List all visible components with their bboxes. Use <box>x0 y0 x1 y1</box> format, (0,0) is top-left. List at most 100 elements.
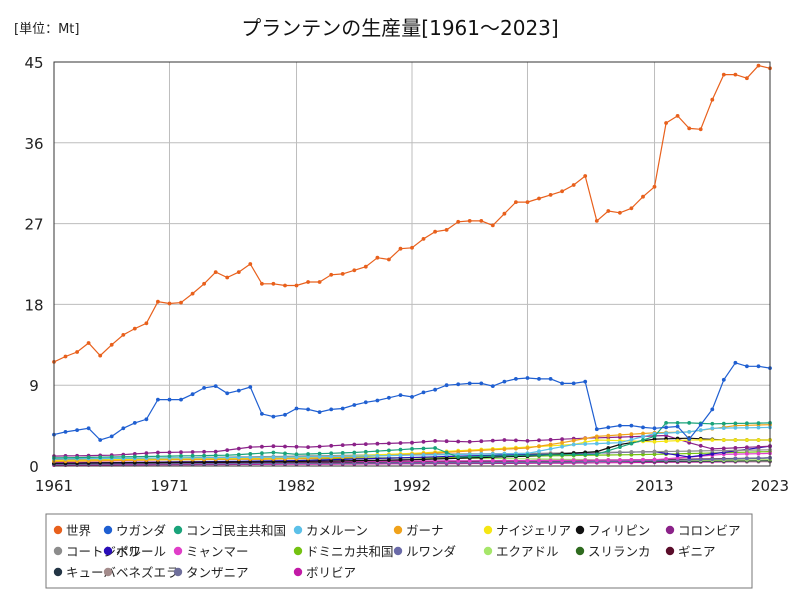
y-tick-45: 45 <box>24 54 43 72</box>
point-3-1985 <box>329 454 334 459</box>
point-7-1995 <box>444 439 449 444</box>
point-0-1976 <box>225 275 230 280</box>
point-9-2018 <box>710 452 715 456</box>
point-7-2016 <box>687 440 692 445</box>
legend-label-8: コートジボワール <box>66 544 166 559</box>
legend-item-12: ルワンダ <box>393 544 456 559</box>
point-0-1979 <box>260 281 264 286</box>
point-12-2021 <box>745 456 749 461</box>
point-2-2004 <box>548 453 553 457</box>
point-2-1993 <box>421 446 426 451</box>
point-7-1988 <box>363 442 368 446</box>
legend-label-18: タンザニア <box>186 565 249 580</box>
point-7-1981 <box>283 444 287 449</box>
point-0-1996 <box>456 219 461 224</box>
point-2-1964 <box>86 455 91 460</box>
point-8-2017 <box>698 449 703 453</box>
point-12-2019 <box>721 457 726 461</box>
point-8-2021 <box>745 448 749 453</box>
point-6-1991 <box>398 458 403 462</box>
point-3-1988 <box>363 454 368 458</box>
point-7-2017 <box>698 443 703 448</box>
point-6-1990 <box>387 458 391 462</box>
point-10-2002 <box>525 458 530 463</box>
point-0-2003 <box>537 196 541 201</box>
point-2-1995 <box>444 450 449 455</box>
point-2-1988 <box>363 449 368 454</box>
point-6-1978 <box>248 459 253 464</box>
point-2-2008 <box>594 452 599 457</box>
point-7-1992 <box>410 440 414 445</box>
legend-label-12: ルワンダ <box>406 544 456 559</box>
point-0-2018 <box>710 97 715 102</box>
legend-marker-3 <box>293 525 303 535</box>
point-0-2013 <box>652 184 657 189</box>
point-0-1984 <box>317 280 322 284</box>
point-6-1974 <box>202 460 207 465</box>
point-0-1968 <box>132 326 137 331</box>
x-tick-2002: 2002 <box>508 477 546 495</box>
point-12-2017 <box>698 457 703 462</box>
point-4-1962 <box>63 459 68 464</box>
legend-marker-14 <box>575 546 585 556</box>
point-0-1992 <box>410 245 414 250</box>
point-3-2009 <box>606 441 611 445</box>
point-3-2015 <box>675 430 680 435</box>
point-0-1966 <box>109 342 114 347</box>
point-2-2016 <box>687 421 692 425</box>
point-1-1987 <box>352 403 357 407</box>
point-7-1982 <box>294 444 299 449</box>
point-0-2007 <box>583 174 588 178</box>
point-1-1964 <box>86 426 91 431</box>
x-tick-1982: 1982 <box>277 477 315 495</box>
point-6-1979 <box>260 459 264 464</box>
legend-marker-17 <box>103 567 113 577</box>
point-10-2005 <box>560 458 564 463</box>
point-3-2003 <box>537 449 541 454</box>
point-0-1990 <box>387 257 391 262</box>
legend-item-19: ボリビア <box>293 565 356 580</box>
point-0-1965 <box>98 353 103 358</box>
point-3-1977 <box>236 455 241 460</box>
point-2-2011 <box>629 441 634 446</box>
point-2-1974 <box>202 453 207 458</box>
point-0-1970 <box>156 299 160 304</box>
point-8-2012 <box>641 449 645 454</box>
point-2-2019 <box>721 421 726 426</box>
point-2-1987 <box>352 450 357 455</box>
point-1-1975 <box>213 384 218 388</box>
point-1-2010 <box>618 423 622 428</box>
legend-item-8: コートジボワール <box>53 544 166 559</box>
legend-marker-16 <box>53 567 63 577</box>
point-12-2020 <box>733 456 738 461</box>
point-7-1972 <box>179 450 183 455</box>
point-6-1987 <box>352 458 357 463</box>
point-1-1979 <box>260 412 264 416</box>
point-2-1997 <box>467 454 472 459</box>
point-1-2019 <box>721 377 726 382</box>
legend-item-10: ミャンマー <box>173 544 249 559</box>
point-1-1998 <box>479 381 484 386</box>
legend-marker-10 <box>173 546 183 556</box>
point-10-2011 <box>629 458 634 462</box>
point-4-1997 <box>467 449 472 453</box>
point-0-1978 <box>248 262 253 266</box>
point-1-2015 <box>675 424 680 429</box>
point-4-1999 <box>490 447 495 452</box>
point-0-2006 <box>571 183 576 187</box>
legend-label-4: ガーナ <box>406 523 444 538</box>
point-0-2000 <box>502 211 507 216</box>
point-4-2003 <box>537 444 541 449</box>
point-4-2006 <box>571 438 576 443</box>
point-8-2011 <box>629 450 634 454</box>
point-2-2007 <box>583 452 588 457</box>
point-1-1982 <box>294 406 299 411</box>
point-10-2020 <box>733 452 738 456</box>
point-7-2021 <box>745 445 749 450</box>
point-2-2012 <box>641 438 645 442</box>
point-3-1990 <box>387 453 391 458</box>
point-2-2005 <box>560 452 564 457</box>
legend-marker-9 <box>103 546 113 556</box>
point-8-2010 <box>618 450 622 455</box>
